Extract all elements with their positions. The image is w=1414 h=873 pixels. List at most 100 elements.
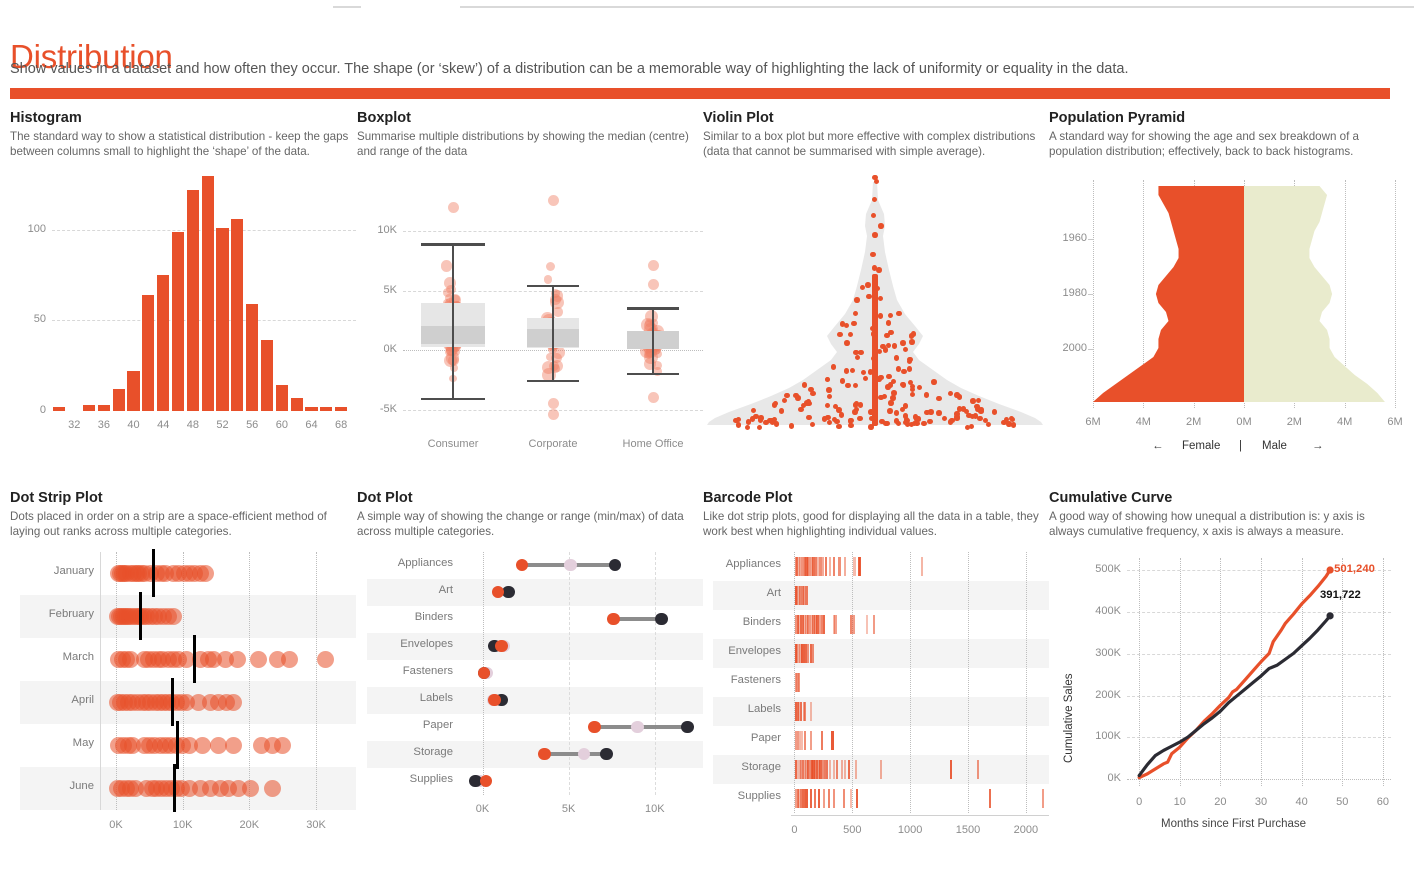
violin-point bbox=[800, 403, 807, 409]
histogram-bar bbox=[186, 190, 199, 411]
violin-point bbox=[924, 409, 930, 416]
boxplot-point bbox=[546, 262, 556, 272]
dot-plot-row-band bbox=[367, 740, 703, 768]
barcode-tick bbox=[850, 614, 853, 634]
barcode-tick bbox=[988, 788, 992, 808]
barcode-tick bbox=[795, 556, 798, 576]
barcode-tick bbox=[847, 759, 850, 779]
barcode-tick bbox=[850, 788, 853, 808]
barcode-tick bbox=[838, 556, 841, 576]
top-rule-right bbox=[460, 6, 1414, 8]
pyramid-legend-female: Female bbox=[1182, 439, 1221, 452]
dot-strip-row-label: March bbox=[62, 651, 94, 664]
pyramid-y-tick: 1960 bbox=[1062, 231, 1087, 244]
pyramid-legend-right-arrow: → bbox=[1312, 439, 1324, 452]
violin-point bbox=[735, 422, 742, 428]
violin-point bbox=[883, 420, 889, 426]
histogram-bar bbox=[216, 228, 229, 411]
violin-point bbox=[838, 412, 844, 418]
dot-strip-row-band bbox=[20, 594, 356, 638]
barcode-tick bbox=[809, 643, 812, 663]
boxplot-whisker-cap-bottom bbox=[527, 380, 579, 383]
barcode-tick bbox=[801, 614, 804, 634]
violin-point bbox=[902, 403, 909, 409]
card-histogram: Histogram The standard way to show a sta… bbox=[10, 110, 356, 490]
boxplot-point bbox=[553, 307, 563, 317]
violin-point bbox=[991, 409, 998, 415]
dot-plot-dot-min bbox=[491, 585, 505, 599]
violin-point bbox=[878, 374, 884, 381]
boxplot-point bbox=[654, 346, 662, 355]
boxplot-point bbox=[552, 346, 565, 359]
boxplot-point bbox=[644, 357, 657, 370]
cumulative-gridline bbox=[1127, 737, 1391, 739]
histogram-bar bbox=[246, 303, 259, 411]
dot-plot-dot-max bbox=[681, 720, 694, 734]
violin-point bbox=[873, 178, 880, 184]
violin-point bbox=[798, 407, 804, 413]
card-title-cumulative: Cumulative Curve bbox=[1049, 490, 1173, 506]
boxplot-point bbox=[645, 346, 657, 359]
barcode-tick bbox=[880, 759, 883, 779]
violin-point bbox=[871, 265, 878, 271]
barcode-tick bbox=[795, 643, 798, 663]
cumulative-x-tick: 30 bbox=[1254, 795, 1268, 808]
violin-point bbox=[779, 408, 785, 414]
cumulative-endpoint bbox=[1326, 611, 1334, 620]
boxplot-y-tick: 5K bbox=[383, 283, 397, 296]
violin-point bbox=[966, 412, 972, 419]
violin-point bbox=[954, 415, 960, 421]
card-title-dot-plot: Dot Plot bbox=[357, 490, 413, 506]
barcode-x-tick: 500 bbox=[843, 823, 862, 836]
cumulative-y-axis-title: Cumulative Sales bbox=[1063, 673, 1075, 764]
barcode-tick bbox=[806, 643, 809, 663]
card-desc-boxplot: Summarise multiple distributions by show… bbox=[357, 130, 689, 159]
cumulative-y-tick: 100K bbox=[1095, 730, 1121, 743]
boxplot-point bbox=[649, 318, 658, 327]
pyramid-x-tick: 6M bbox=[1085, 415, 1101, 428]
dot-strip-point bbox=[224, 693, 242, 711]
barcode-tick bbox=[832, 556, 835, 576]
dot-plot-dot-min bbox=[515, 558, 529, 572]
dot-plot-x-tick: 10K bbox=[644, 802, 665, 815]
boxplot-point bbox=[550, 296, 564, 310]
boxplot-outlier bbox=[647, 260, 659, 272]
dot-strip-gridline bbox=[116, 551, 117, 810]
boxplot-point bbox=[645, 348, 655, 358]
barcode-tick bbox=[799, 643, 802, 663]
barcode-tick bbox=[843, 788, 846, 808]
histogram-bar bbox=[305, 406, 318, 411]
cumulative-x-tick: 40 bbox=[1295, 795, 1308, 808]
cumulative-y-tick: 0K bbox=[1107, 772, 1121, 785]
boxplot-outlier bbox=[647, 279, 659, 291]
violin-point bbox=[882, 347, 889, 353]
histogram-x-tick: 40 bbox=[127, 418, 140, 431]
card-cumulative-curve: Cumulative Curve A good way of showing h… bbox=[1049, 490, 1395, 870]
violin-point bbox=[749, 416, 756, 422]
violin-point bbox=[806, 414, 812, 421]
histogram-bar bbox=[97, 405, 110, 411]
boxplot-point bbox=[551, 363, 561, 373]
cumulative-annotation-black: 391,722 bbox=[1320, 589, 1361, 602]
barcode-tick bbox=[797, 614, 801, 634]
boxplot-outlier bbox=[547, 398, 559, 410]
barcode-tick bbox=[977, 759, 980, 779]
boxplot-gridline bbox=[403, 409, 703, 411]
violin-point bbox=[908, 379, 914, 386]
boxplot-outlier bbox=[547, 409, 559, 420]
boxplot-point bbox=[542, 360, 556, 374]
dot-strip-median-tick bbox=[176, 721, 179, 770]
barcode-tick bbox=[796, 701, 799, 721]
violin-point bbox=[928, 409, 934, 415]
violin-point bbox=[900, 382, 906, 388]
barcode-tick bbox=[812, 759, 815, 779]
barcode-tick bbox=[808, 556, 812, 576]
violin-point bbox=[847, 331, 853, 338]
barcode-tick bbox=[801, 585, 804, 605]
violin-point bbox=[1006, 421, 1012, 427]
barcode-tick bbox=[809, 730, 812, 750]
barcode-tick bbox=[822, 556, 825, 576]
accent-rule bbox=[10, 88, 1390, 99]
histogram-bar bbox=[112, 388, 125, 411]
barcode-tick bbox=[796, 614, 799, 634]
